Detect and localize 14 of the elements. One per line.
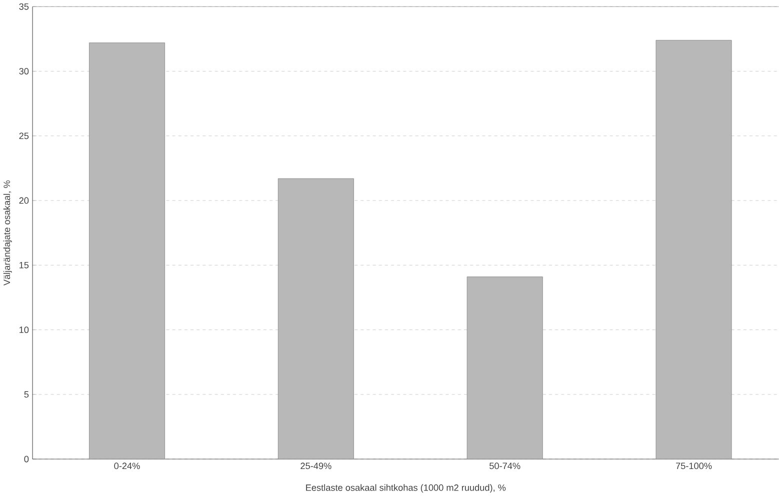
- x-tick-label: 50-74%: [490, 462, 520, 470]
- y-tick-label: 25: [19, 132, 29, 140]
- x-tick-label: 0-24%: [114, 462, 140, 470]
- y-tick-label: 5: [24, 391, 29, 398]
- y-tick-label: 20: [19, 197, 29, 204]
- y-tick-label: 30: [19, 68, 29, 74]
- y-tick-label: 35: [19, 3, 29, 10]
- y-axis-title: Väljarändajate osakaal, %: [3, 180, 12, 286]
- y-tick-label: 0: [24, 456, 29, 462]
- x-tick-label: 25-49%: [300, 462, 332, 470]
- x-axis-title: Eestlaste osakaal sihtkohas (1000 m2 ruudud), %: [306, 484, 506, 493]
- y-tick-label: 15: [20, 262, 29, 268]
- y-tick-label: 10: [20, 326, 29, 334]
- x-tick-label: 75-100%: [676, 462, 712, 470]
